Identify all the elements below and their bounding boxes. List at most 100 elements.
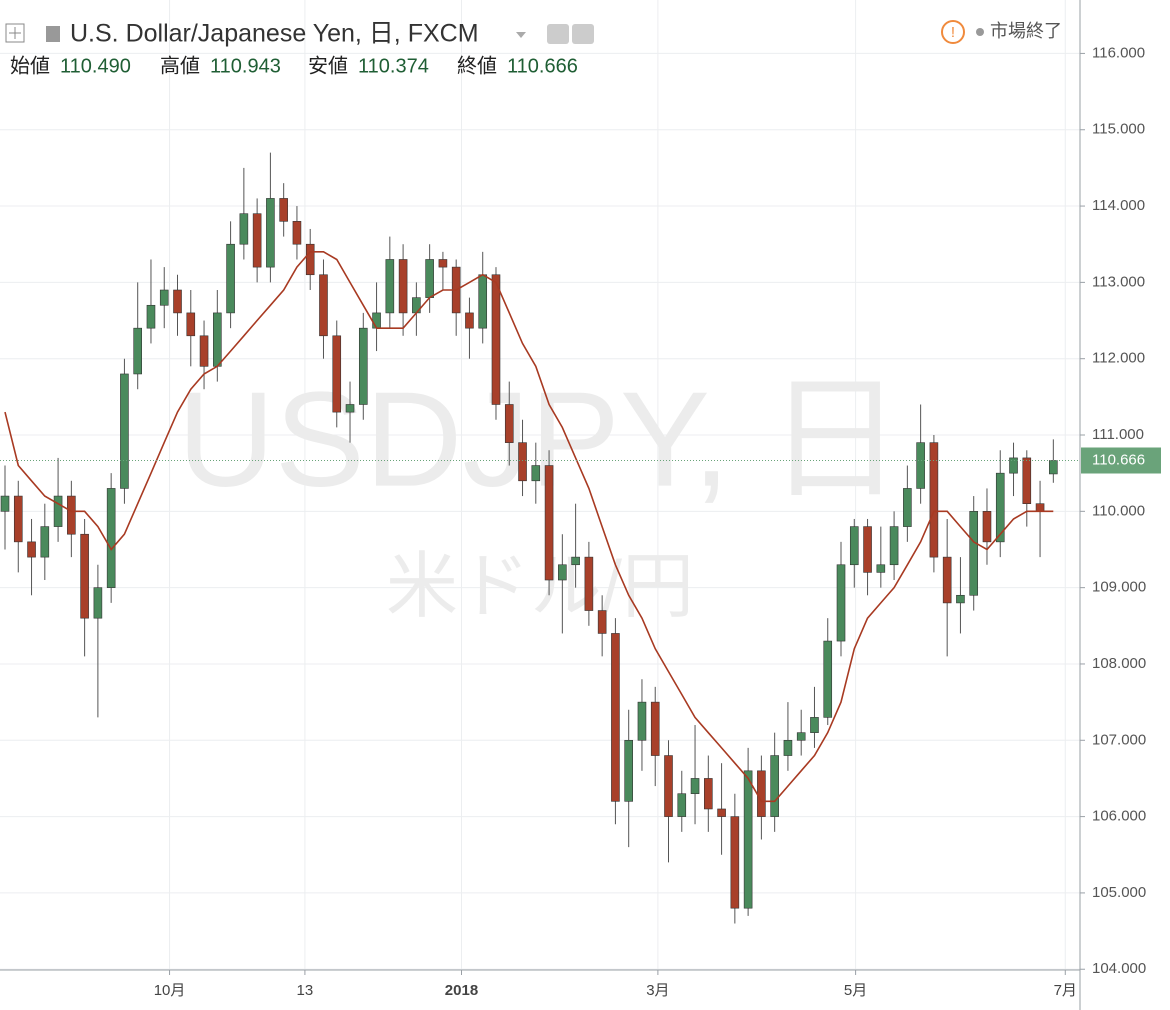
ohlc-value: 110.490 — [60, 55, 131, 77]
y-tick-label: 109.000 — [1092, 579, 1146, 596]
candle-body — [120, 373, 129, 489]
candle-body — [292, 221, 302, 245]
candle-body — [929, 442, 939, 558]
y-tick-label: 107.000 — [1092, 731, 1146, 748]
candle-body — [942, 556, 952, 604]
candle-body — [810, 717, 819, 733]
y-tick-label: 115.000 — [1092, 121, 1145, 138]
candle-body — [730, 816, 740, 909]
marks — [0, 152, 1080, 924]
candle-body — [783, 739, 793, 756]
candle-body — [1009, 457, 1018, 474]
candle-body — [1035, 503, 1045, 512]
y-tick-label: 104.000 — [1092, 960, 1146, 977]
candle-body — [677, 793, 687, 817]
candle-body — [611, 633, 620, 802]
watermark: USDJPY, 日 — [177, 364, 902, 515]
candle-body — [478, 274, 488, 329]
x-tick-label: 10月 — [154, 982, 186, 999]
y-tick-label: 112.000 — [1092, 350, 1145, 367]
candle-body — [186, 312, 196, 337]
candle-body — [571, 556, 580, 566]
candle-body — [757, 770, 766, 817]
alert-icon[interactable] — [941, 20, 965, 44]
ohlc-value: 110.666 — [507, 55, 578, 77]
moving-average — [4, 251, 1054, 803]
candle-body — [664, 755, 673, 817]
candle-body — [518, 442, 527, 482]
candle-body — [398, 259, 408, 314]
candle-body — [345, 404, 355, 413]
watermark-sub: 米ドル/円 — [386, 547, 694, 627]
y-tick-label: 106.000 — [1092, 808, 1146, 825]
chart-title[interactable]: U.S. Dollar/Japanese Yen, 日, FXCM — [70, 20, 479, 48]
candle-body — [332, 335, 342, 413]
candle-body — [624, 739, 633, 802]
candle-body — [849, 526, 859, 566]
candle-body — [305, 243, 315, 276]
market-status: 市場終了 — [990, 21, 1062, 41]
ohlc-label: 高値 — [160, 54, 200, 77]
expand-icon[interactable] — [5, 23, 25, 43]
candle-body — [558, 564, 567, 581]
candle-body — [704, 778, 713, 810]
ohlc-label: 終値 — [457, 54, 497, 77]
candle-body — [836, 564, 846, 642]
candle-body — [995, 472, 1005, 543]
candle-body — [279, 198, 288, 222]
candle-body — [637, 701, 647, 741]
candle-body — [0, 495, 10, 512]
ohlc-label: 始値 — [10, 54, 50, 77]
grid — [0, 0, 1080, 970]
candle-body — [770, 755, 779, 817]
candle-body — [491, 274, 501, 405]
status-dot — [976, 28, 984, 36]
visibility-button[interactable] — [547, 24, 569, 44]
y-tick-label: 113.000 — [1092, 273, 1145, 290]
candle-body — [67, 495, 76, 535]
y-tick-label: 108.000 — [1092, 655, 1146, 672]
candle-body — [650, 701, 660, 756]
y-tick-label: 114.000 — [1092, 197, 1145, 214]
candle-body — [916, 442, 925, 489]
settings-button[interactable] — [572, 24, 594, 44]
candle-body — [252, 213, 262, 268]
candle-body — [106, 488, 116, 588]
candle-body — [173, 289, 182, 314]
candle-body — [1049, 460, 1058, 475]
candle-body — [226, 243, 235, 314]
candle-body — [93, 587, 103, 619]
x-tick-label: 7月 — [1054, 982, 1077, 999]
symbol-flag — [46, 26, 60, 42]
candle-body — [969, 511, 979, 596]
candle-body — [743, 770, 753, 909]
candle-body — [863, 526, 872, 573]
candle-body — [425, 259, 434, 298]
ohlc-label: 安値 — [308, 54, 348, 77]
candle-body — [504, 404, 514, 443]
dropdown-arrow[interactable] — [516, 32, 526, 38]
candle-body — [372, 312, 381, 329]
candle-body — [239, 213, 249, 245]
last-price-label: 110.666 — [1092, 451, 1145, 468]
candle-body — [13, 495, 23, 543]
candle-body — [80, 533, 89, 619]
candle-body — [438, 259, 448, 268]
expand-icon-plus — [9, 27, 21, 39]
candle-body — [465, 312, 474, 329]
candle-body — [358, 327, 368, 405]
candle-body — [889, 526, 899, 566]
candle-body — [199, 335, 209, 367]
candle-body — [796, 732, 806, 741]
candle-body — [717, 808, 726, 817]
candle-body — [544, 465, 554, 581]
ohlc-value: 110.374 — [358, 55, 429, 77]
x-tick-label: 3月 — [646, 982, 669, 999]
candle-body — [597, 610, 607, 634]
candle-body — [319, 274, 328, 337]
candle-body — [531, 465, 541, 482]
candle-body — [584, 556, 594, 611]
candle-body — [146, 304, 156, 329]
last-price-box — [1081, 447, 1161, 474]
